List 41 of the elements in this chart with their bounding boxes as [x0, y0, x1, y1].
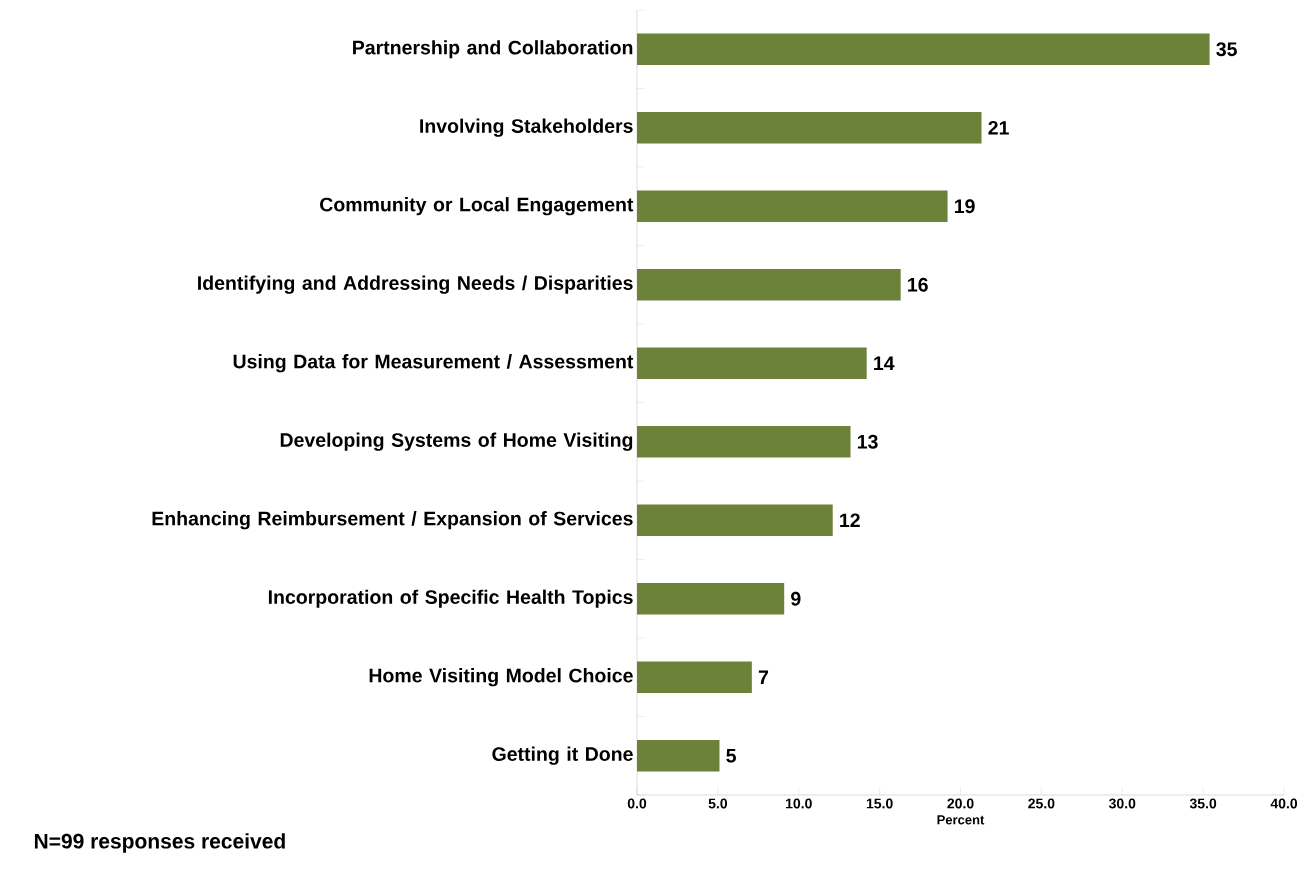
data-label: 14 [874, 356, 895, 370]
bar [637, 190, 948, 222]
bar [637, 269, 901, 301]
y-tick-label: Home Visiting Model Choice [369, 668, 633, 687]
bar [637, 504, 833, 536]
data-label: 19 [954, 199, 975, 214]
text: N=99 responses received [34, 833, 285, 853]
x-axis-title: Percent [937, 815, 985, 825]
x-tick-label: 40.0 [1270, 798, 1298, 809]
data-label: 7 [758, 670, 769, 684]
data-label: 5 [726, 748, 736, 763]
y-tick-label: Identifying and Addressing Needs / Disparities [198, 275, 633, 294]
x-tick-label: 30.0 [1108, 798, 1136, 809]
x-tick-label: 20.0 [947, 798, 974, 809]
bar [637, 661, 752, 693]
data-label: 9 [791, 591, 801, 606]
bar [637, 740, 720, 772]
bar [637, 426, 851, 458]
data-label: 21 [988, 120, 1009, 135]
bar [637, 33, 1210, 65]
bar [637, 112, 982, 144]
x-tick-label: 35.0 [1189, 798, 1217, 809]
x-tick-label: 15.0 [866, 798, 893, 809]
data-label: 35 [1216, 42, 1237, 57]
bar [637, 347, 867, 379]
x-tick-label: 10.0 [786, 798, 812, 809]
x-tick-label: 25.0 [1028, 798, 1055, 809]
data-label: 12 [840, 513, 860, 528]
y-tick-label: Enhancing Reimbursement / Expansion of Services [152, 511, 633, 530]
y-tick-label: Involving Stakeholders [420, 118, 633, 137]
y-tick-label: Partnership and Collaboration [353, 40, 633, 59]
x-tick-label: 5.0 [708, 798, 728, 809]
data-label: 13 [857, 434, 878, 449]
y-tick-label: Community or Local Engagement [320, 197, 634, 216]
data-label: 16 [908, 277, 928, 292]
y-tick-label: Using Data for Measurement / Assessment [233, 354, 634, 373]
y-tick-label: Getting it Done [492, 746, 633, 765]
y-tick-label: Developing Systems of Home Visiting [280, 432, 633, 451]
bar [637, 583, 785, 615]
x-tick-label: 0.0 [627, 798, 647, 809]
y-tick-label: Incorporation of Specific Health Topics [268, 589, 633, 608]
